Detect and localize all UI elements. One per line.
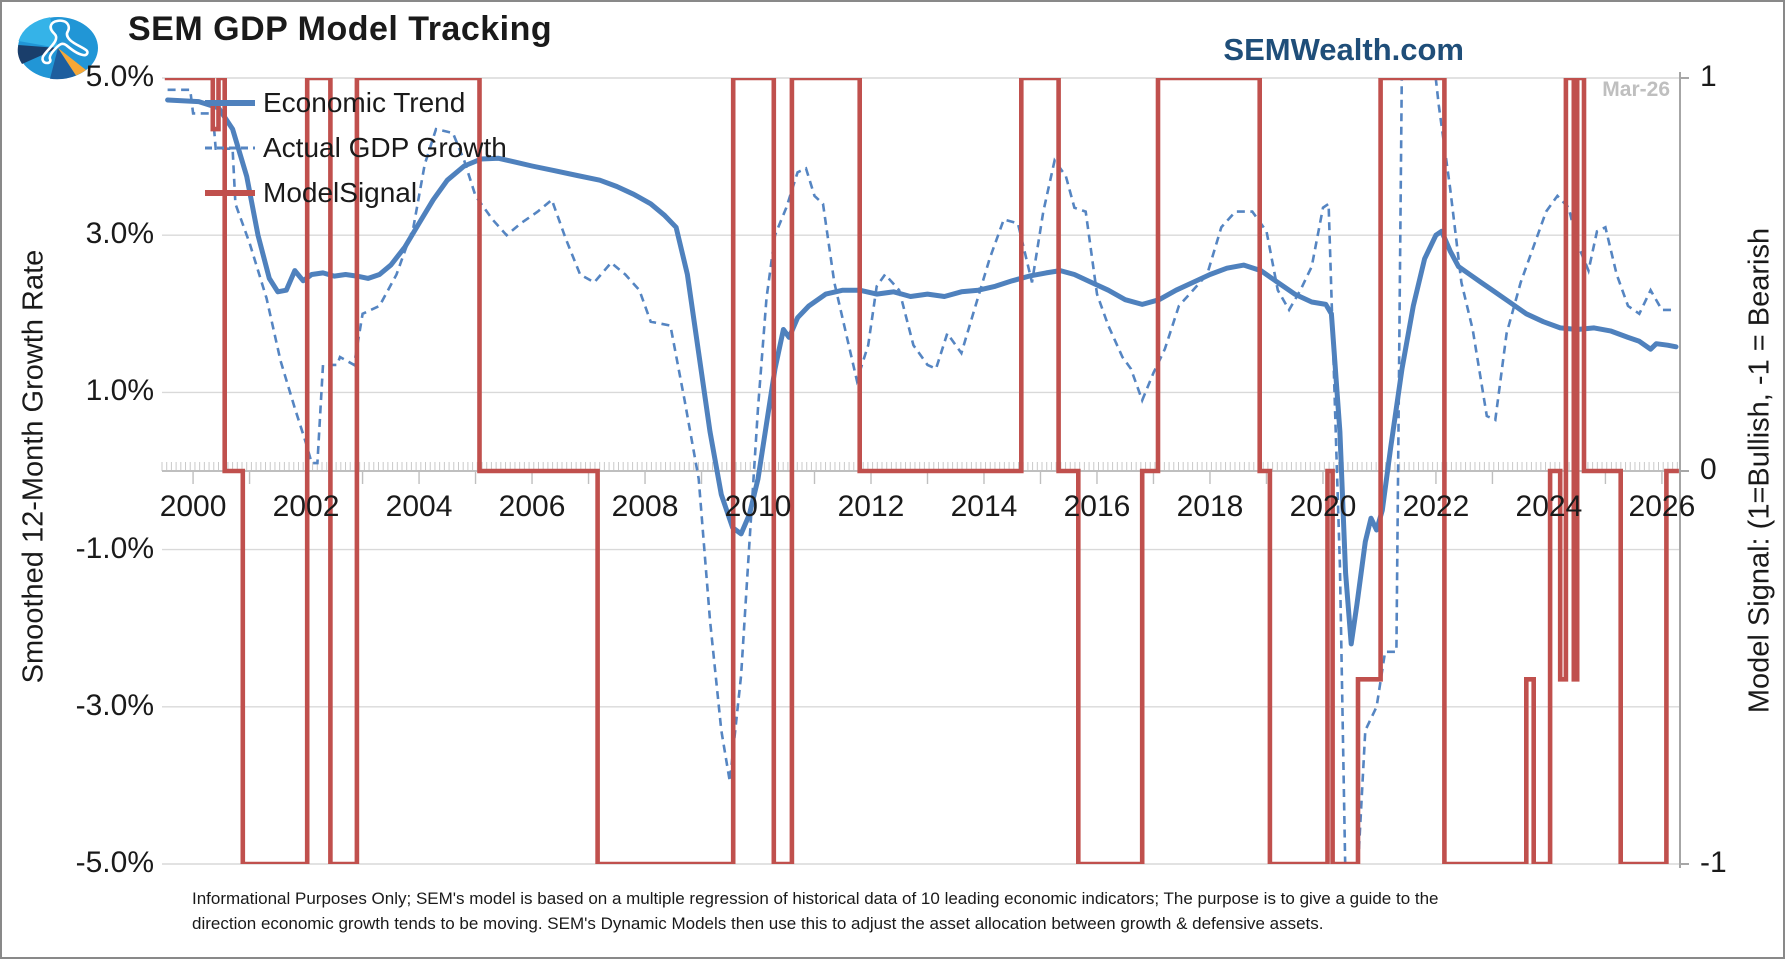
year-axis-label: 2000 <box>159 490 227 523</box>
sem-logo-icon <box>17 17 98 80</box>
year-axis-label: 2004 <box>385 490 453 523</box>
dashed-line-swatch-icon <box>205 146 255 149</box>
year-axis-label: 2006 <box>498 490 566 523</box>
year-axis-label: 2012 <box>837 490 905 523</box>
disclaimer-line-2: direction economic growth tends to be mo… <box>192 914 1324 933</box>
year-axis-label: 2018 <box>1176 490 1244 523</box>
left-axis-title: Smoothed 12-Month Growth Rate <box>17 249 50 684</box>
disclaimer-text: Informational Purposes Only; SEM's model… <box>192 886 1592 936</box>
left-axis-tick-label: 1.0% <box>85 374 154 408</box>
year-axis-label: 2020 <box>1289 490 1357 523</box>
left-axis-tick-label: 5.0% <box>85 60 154 93</box>
right-axis-tick-label: 1 <box>1700 60 1717 93</box>
brand-link[interactable]: SEMWealth.com <box>1223 32 1464 67</box>
solid-line-swatch-icon <box>205 99 255 106</box>
left-axis-tick-label: -1.0% <box>75 531 154 565</box>
year-axis-label: 2026 <box>1628 490 1696 523</box>
right-axis-tick-label: -1 <box>1700 846 1727 879</box>
year-axis-label: 2014 <box>950 490 1018 523</box>
legend-item-actual-gdp[interactable]: Actual GDP Growth <box>205 125 507 170</box>
actual-gdp-growth-line <box>167 78 1674 864</box>
year-axis-label: 2016 <box>1063 490 1131 523</box>
left-axis-tick-label: -3.0% <box>75 688 154 722</box>
legend-label: ModelSignal <box>263 176 418 208</box>
year-axis-label: 2002 <box>272 490 340 523</box>
last-point-annotation: Mar-26 <box>1602 78 1670 101</box>
disclaimer-line-1: Informational Purposes Only; SEM's model… <box>192 889 1439 908</box>
year-axis-label: 2024 <box>1515 490 1583 523</box>
year-axis-label: 2010 <box>724 490 792 523</box>
year-axis-label: 2022 <box>1402 490 1470 523</box>
chart-legend: Economic Trend Actual GDP Growth ModelSi… <box>205 80 507 215</box>
economic-trend-line <box>165 97 1679 647</box>
legend-item-economic-trend[interactable]: Economic Trend <box>205 80 507 125</box>
legend-label: Actual GDP Growth <box>263 131 507 163</box>
right-axis-tick-label: 0 <box>1700 453 1717 486</box>
legend-label: Economic Trend <box>263 86 466 118</box>
model-signal-line <box>164 78 1679 864</box>
legend-item-model-signal[interactable]: ModelSignal <box>205 170 507 215</box>
left-axis-tick-label: 3.0% <box>85 217 154 251</box>
solid-red-swatch-icon <box>205 189 255 196</box>
year-axis-label: 2008 <box>611 490 679 523</box>
left-axis-tick-label: -5.0% <box>75 846 154 879</box>
chart-title: SEM GDP Model Tracking <box>128 10 553 48</box>
